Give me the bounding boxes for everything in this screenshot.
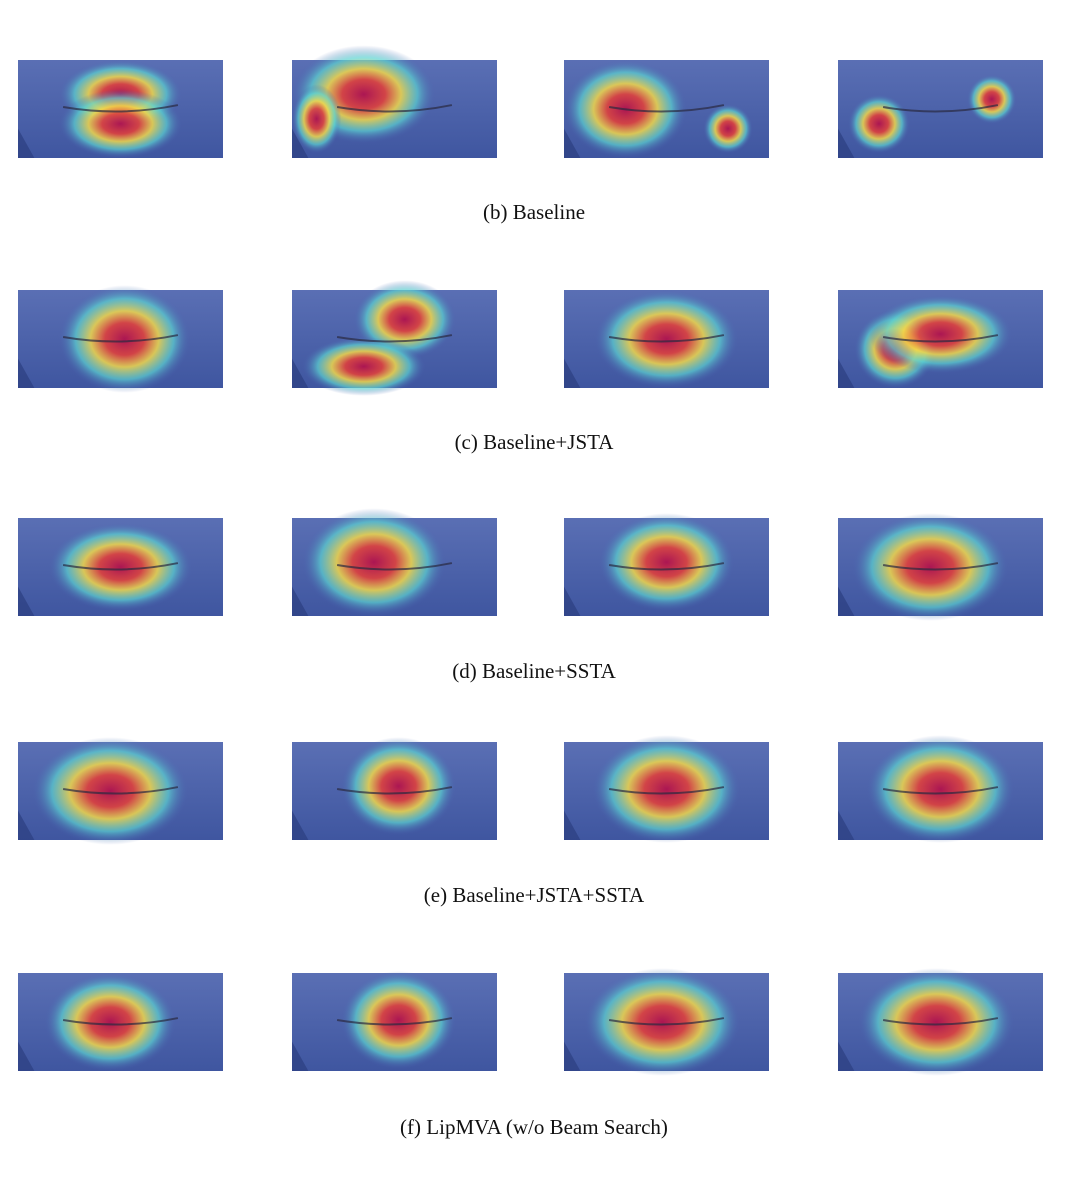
- caption: (d) Baseline+SSTA: [452, 659, 616, 683]
- face-shadow: [838, 358, 855, 388]
- heatmap-image: [838, 968, 1043, 1076]
- heatmap-image: [564, 513, 769, 616]
- heatmap-image: [564, 60, 769, 158]
- heatmap-image: [18, 60, 223, 158]
- heatmap-image: [838, 513, 1043, 621]
- face-shadow: [564, 128, 581, 158]
- face-shadow: [18, 586, 35, 616]
- lip-line: [882, 786, 999, 795]
- heatmap-image: [18, 518, 223, 616]
- attention-blob: [848, 94, 910, 154]
- attention-blob: [44, 973, 176, 1071]
- caption: (c) Baseline+JSTA: [455, 430, 615, 454]
- heatmap-image: [18, 737, 223, 845]
- face-shadow: [292, 810, 309, 840]
- attention-blob: [858, 968, 1015, 1076]
- face-shadow: [564, 810, 581, 840]
- lip-line: [882, 562, 999, 571]
- caption: (b) Baseline: [483, 200, 585, 224]
- heatmap-image: [18, 973, 223, 1071]
- lip-line: [608, 334, 725, 343]
- lip-line: [882, 1017, 999, 1026]
- heatmap-image: [838, 735, 1043, 843]
- heatmap-image: [292, 971, 497, 1071]
- lip-line: [62, 334, 179, 343]
- attention-blob: [703, 104, 753, 154]
- face-shadow: [838, 586, 855, 616]
- heatmap-image: [564, 735, 769, 843]
- attention-blob: [866, 735, 1015, 843]
- attention-blob: [592, 735, 741, 843]
- attention-blob: [48, 522, 193, 612]
- heatmap-image: [18, 285, 223, 393]
- heatmap-image: [292, 508, 497, 616]
- lip-line: [608, 104, 725, 113]
- lip-line: [608, 1017, 725, 1026]
- attention-blob: [59, 89, 182, 158]
- attention-blob: [584, 968, 741, 1076]
- attention-blob: [32, 737, 189, 845]
- attention-blob: [598, 513, 735, 612]
- attention-blob: [852, 513, 1009, 621]
- lip-line: [62, 786, 179, 795]
- lip-line: [336, 334, 453, 343]
- face-shadow: [838, 810, 855, 840]
- heatmap-image: [292, 737, 497, 840]
- caption: (e) Baseline+JSTA+SSTA: [424, 883, 645, 907]
- lip-line: [336, 562, 453, 571]
- heatmap-image: [564, 968, 769, 1076]
- attention-blob: [59, 285, 191, 393]
- face-shadow: [18, 1041, 35, 1071]
- attention-blob: [292, 84, 342, 154]
- heatmap-image: [292, 280, 497, 396]
- lip-line: [336, 104, 453, 113]
- attention-blob: [341, 737, 456, 836]
- face-shadow: [838, 1041, 855, 1071]
- face-shadow: [564, 586, 581, 616]
- heatmap-image: [838, 60, 1043, 158]
- lip-line: [882, 104, 999, 113]
- attention-blob: [868, 294, 1013, 374]
- attention-blob: [341, 971, 456, 1070]
- attention-blob: [302, 337, 426, 396]
- lip-line: [62, 562, 179, 571]
- face-shadow: [292, 1041, 309, 1071]
- lip-line: [608, 786, 725, 795]
- heatmap-image: [292, 45, 497, 158]
- lip-line: [62, 1017, 179, 1026]
- attention-blob: [967, 74, 1017, 124]
- lip-line: [62, 104, 179, 113]
- face-shadow: [564, 358, 581, 388]
- face-shadow: [838, 128, 855, 158]
- lip-line: [336, 1017, 453, 1026]
- lip-line: [336, 786, 453, 795]
- heatmap-image: [564, 290, 769, 388]
- lip-line: [608, 562, 725, 571]
- attention-blob: [302, 508, 446, 616]
- face-shadow: [18, 810, 35, 840]
- lip-line: [882, 334, 999, 343]
- caption: (f) LipMVA (w/o Beam Search): [400, 1115, 668, 1139]
- face-shadow: [292, 586, 309, 616]
- attention-blob: [594, 290, 739, 388]
- face-shadow: [564, 1041, 581, 1071]
- heatmap-image: [838, 290, 1043, 388]
